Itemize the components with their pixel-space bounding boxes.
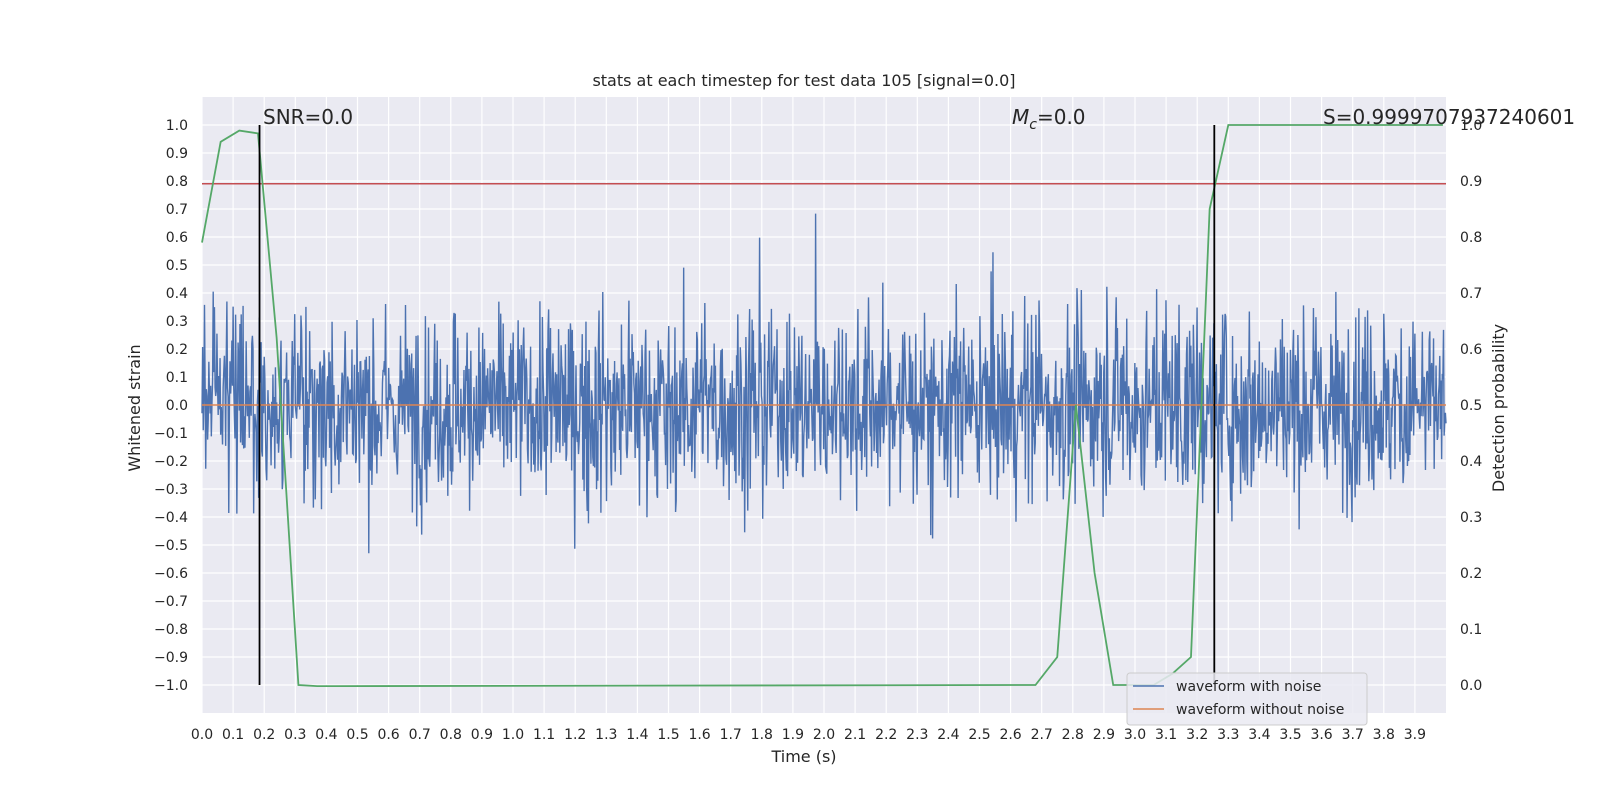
y-tick-label: 1.0 [166, 118, 188, 134]
chirp-mass-annotation: Mc=0.0 [1012, 105, 1086, 133]
x-tick-label: 0.0 [191, 727, 213, 743]
legend-label-noise: waveform with noise [1176, 679, 1321, 695]
y2-tick-label: 0.2 [1460, 566, 1482, 582]
x-tick-label: 3.7 [1342, 727, 1364, 743]
series-waveform-with-noise [201, 213, 1447, 554]
y-axis-ticks: 1.0 0.9 0.8 0.7 0.6 0.5 0.4 0.3 0.2 0.1 0.0 −0.1 −0.… [154, 118, 188, 694]
x-tick-label: 0.6 [377, 727, 399, 743]
x-tick-label: 2.1 [844, 727, 866, 743]
x-axis-label: Time (s) [770, 747, 836, 766]
x-tick-label: 1.1 [533, 727, 555, 743]
chart-title: stats at each timestep for test data 105… [592, 71, 1015, 90]
x-tick-label: 1.2 [564, 727, 586, 743]
x-tick-label: 2.6 [999, 727, 1021, 743]
legend-label-clean: waveform without noise [1176, 702, 1344, 718]
x-tick-label: 0.2 [253, 727, 275, 743]
x-tick-label: 1.0 [502, 727, 524, 743]
y-tick-label: −0.7 [154, 594, 188, 610]
x-tick-label: 0.1 [222, 727, 244, 743]
noise-line [201, 213, 1447, 554]
x-tick-label: 1.9 [782, 727, 804, 743]
x-tick-label: 3.8 [1373, 727, 1395, 743]
y-tick-label: −0.2 [154, 454, 188, 470]
x-tick-label: 0.3 [284, 727, 306, 743]
x-tick-label: 3.9 [1404, 727, 1426, 743]
y-tick-label: −0.5 [154, 538, 188, 554]
x-tick-label: 1.8 [751, 727, 773, 743]
y2-tick-label: 0.4 [1460, 454, 1482, 470]
y2-tick-label: 0.5 [1460, 398, 1482, 414]
y-tick-label: 0.9 [166, 146, 188, 162]
x-tick-label: 3.3 [1217, 727, 1239, 743]
x-tick-label: 3.4 [1248, 727, 1270, 743]
legend: waveform with noise waveform without noi… [1126, 672, 1368, 726]
y2-axis-ticks: 1.0 0.9 0.8 0.7 0.6 0.5 0.4 0.3 0.2 0.1 0.0 [1460, 118, 1482, 694]
y2-tick-label: 0.0 [1460, 678, 1482, 694]
x-tick-label: 3.2 [1186, 727, 1208, 743]
y2-tick-label: 0.1 [1460, 622, 1482, 638]
y-tick-label: 0.6 [166, 230, 188, 246]
x-tick-label: 2.3 [906, 727, 928, 743]
y-tick-label: −1.0 [154, 678, 188, 694]
probability-line [201, 124, 1443, 688]
y-tick-label: 0.5 [166, 258, 188, 274]
marker-lines [258, 125, 1216, 685]
x-tick-label: 3.5 [1279, 727, 1301, 743]
y2-tick-label: 0.6 [1460, 342, 1482, 358]
y2-axis-label: Detection probability [1489, 324, 1508, 492]
y-tick-label: 0.7 [166, 202, 188, 218]
snr-annotation: SNR=0.0 [263, 105, 353, 129]
score-annotation: S=0.9999707937240601 [1323, 105, 1575, 129]
x-tick-label: 0.7 [409, 727, 431, 743]
y2-tick-label: 0.7 [1460, 286, 1482, 302]
x-tick-label: 0.5 [346, 727, 368, 743]
x-tick-label: 3.0 [1124, 727, 1146, 743]
x-tick-label: 1.4 [626, 727, 648, 743]
x-tick-label: 2.8 [1062, 727, 1084, 743]
y-tick-label: −0.3 [154, 482, 188, 498]
y-axis-label: Whitened strain [125, 344, 144, 471]
y-tick-label: 0.2 [166, 342, 188, 358]
x-axis-ticks: 0.0 0.1 0.2 0.3 0.4 0.5 0.6 0.7 0.8 0.9 1.0 1.1 1.2 1… [191, 727, 1426, 743]
x-tick-label: 3.6 [1310, 727, 1332, 743]
y-tick-label: 0.0 [166, 398, 188, 414]
y-tick-label: 0.4 [166, 286, 188, 302]
x-tick-label: 1.5 [657, 727, 679, 743]
x-tick-label: 1.7 [720, 727, 742, 743]
x-tick-label: 2.2 [875, 727, 897, 743]
x-tick-label: 2.9 [1093, 727, 1115, 743]
y-tick-label: −0.8 [154, 622, 188, 638]
x-tick-label: 2.5 [968, 727, 990, 743]
y-tick-label: 0.3 [166, 314, 188, 330]
x-tick-label: 3.1 [1155, 727, 1177, 743]
x-tick-label: 0.9 [471, 727, 493, 743]
y-tick-label: −0.4 [154, 510, 188, 526]
x-tick-label: 1.6 [688, 727, 710, 743]
x-tick-label: 0.8 [440, 727, 462, 743]
y-tick-label: −0.6 [154, 566, 188, 582]
x-tick-label: 2.0 [813, 727, 835, 743]
series-detection-probability [201, 124, 1443, 688]
x-tick-label: 2.4 [937, 727, 959, 743]
y-tick-label: −0.1 [154, 426, 188, 442]
x-tick-label: 2.7 [1031, 727, 1053, 743]
y-tick-label: 0.8 [166, 174, 188, 190]
y2-tick-label: 0.3 [1460, 510, 1482, 526]
y-tick-label: −0.9 [154, 650, 188, 666]
y2-tick-label: 1.0 [1460, 118, 1482, 134]
y-tick-label: 0.1 [166, 370, 188, 386]
x-tick-label: 1.3 [595, 727, 617, 743]
y2-tick-label: 0.8 [1460, 230, 1482, 246]
y2-tick-label: 0.9 [1460, 174, 1482, 190]
x-tick-label: 0.4 [315, 727, 337, 743]
